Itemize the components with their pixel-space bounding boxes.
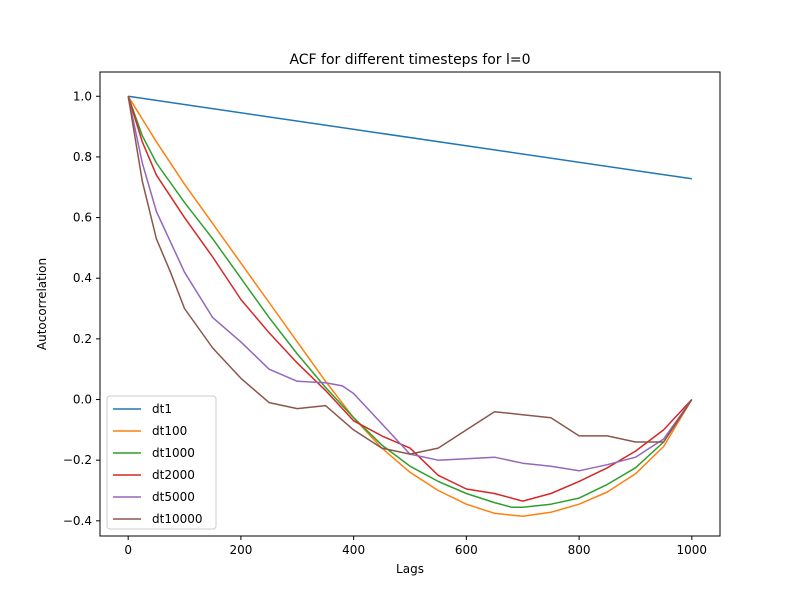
legend-label-dt1: dt1 (152, 402, 172, 416)
y-tick-label: −0.2 (63, 453, 92, 467)
legend-box (106, 395, 217, 530)
y-axis-ticks: −0.4 −0.2 0.0 0.2 0.4 0.6 0.8 1.0 (63, 89, 100, 528)
x-tick-label: 200 (229, 543, 252, 557)
series-line-dt1 (128, 95, 692, 180)
x-axis-label: Lags (396, 562, 424, 576)
chart-title: ACF for different timesteps for l=0 (289, 52, 530, 68)
y-tick-label: 0.4 (73, 271, 92, 285)
plot-frame (99, 71, 721, 537)
x-tick-label: 0 (124, 543, 132, 557)
legend-label-dt10000: dt10000 (152, 512, 203, 526)
y-tick-label: 0.8 (73, 150, 92, 164)
x-tick-label: 400 (342, 543, 365, 557)
x-axis-ticks: 0 200 400 600 800 1000 (124, 536, 707, 557)
legend-label-dt100: dt100 (152, 424, 187, 438)
series-line-dt100 (127, 95, 693, 518)
y-tick-label: 0.0 (73, 393, 92, 407)
series-layer (127, 95, 693, 518)
series-line-dt2000 (127, 96, 693, 502)
x-tick-label: 800 (568, 543, 591, 557)
y-tick-label: 1.0 (73, 89, 92, 103)
x-tick-label: 1000 (677, 543, 708, 557)
legend-label-dt1000: dt1000 (152, 446, 195, 460)
y-tick-label: 0.2 (73, 332, 92, 346)
y-tick-label: 0.6 (73, 211, 92, 225)
legend-label-dt5000: dt5000 (152, 490, 195, 504)
y-tick-label: −0.4 (63, 514, 92, 528)
series-line-dt1000 (127, 96, 693, 508)
series-line-dt5000 (127, 96, 693, 472)
x-tick-label: 600 (455, 543, 478, 557)
y-axis-label: Autocorrelation (35, 258, 49, 350)
legend-label-dt2000: dt2000 (152, 468, 195, 482)
legend: dt1 dt100 dt1000 dt2000 dt5000 dt10000 (106, 395, 217, 530)
series-line-dt10000 (127, 96, 693, 455)
